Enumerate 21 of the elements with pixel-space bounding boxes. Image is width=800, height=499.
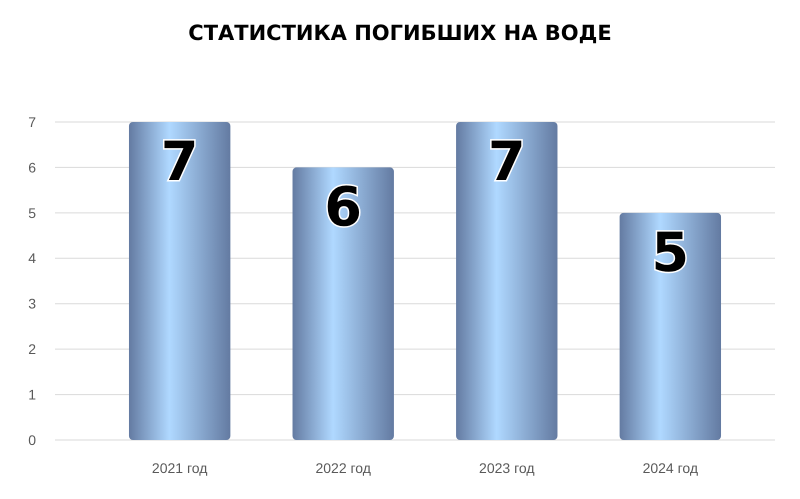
- chart-title: СТАТИСТИКА ПОГИБШИХ НА ВОДЕ: [188, 21, 612, 45]
- x-tick-label: 2022 год: [315, 460, 371, 476]
- bar: [292, 167, 394, 440]
- y-tick-label: 7: [28, 114, 36, 130]
- y-tick-label: 0: [28, 432, 36, 448]
- x-tick-label: 2021 год: [152, 460, 208, 476]
- y-tick-label: 2: [28, 341, 36, 358]
- bar: [620, 212, 722, 440]
- y-tick-label: 6: [28, 159, 36, 176]
- data-label: 6: [324, 175, 362, 238]
- data-label: 5: [652, 220, 690, 284]
- bar: [128, 122, 230, 440]
- data-label: 7: [488, 130, 526, 193]
- x-tick-label: 2024 год: [642, 460, 698, 476]
- y-tick-label: 5: [28, 204, 36, 221]
- y-tick-label: 4: [28, 250, 36, 266]
- y-tick-label: 3: [28, 296, 36, 312]
- bar: [456, 122, 558, 440]
- y-tick-label: 1: [28, 386, 36, 402]
- x-tick-label: 2023 год: [479, 460, 535, 476]
- data-label: 7: [160, 130, 198, 193]
